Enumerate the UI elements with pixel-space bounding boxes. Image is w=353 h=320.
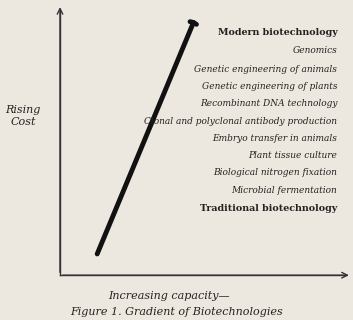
Text: Genetic engineering of plants: Genetic engineering of plants <box>202 82 337 91</box>
Text: Microbial fermentation: Microbial fermentation <box>232 186 337 195</box>
Text: Genetic engineering of animals: Genetic engineering of animals <box>195 65 337 74</box>
Text: Figure 1. Gradient of Biotechnologies: Figure 1. Gradient of Biotechnologies <box>70 307 283 317</box>
Text: Plant tissue culture: Plant tissue culture <box>249 151 337 160</box>
Text: Embryo transfer in animals: Embryo transfer in animals <box>213 134 337 143</box>
Text: Modern biotechnology: Modern biotechnology <box>217 28 337 37</box>
Text: Rising
Cost: Rising Cost <box>5 105 41 127</box>
Text: Genomics: Genomics <box>293 46 337 55</box>
Text: Increasing capacity—: Increasing capacity— <box>108 291 229 301</box>
Text: Biological nitrogen fixation: Biological nitrogen fixation <box>214 168 337 178</box>
Text: Traditional biotechnology: Traditional biotechnology <box>200 204 337 213</box>
Text: Recombinant DNA technology: Recombinant DNA technology <box>200 100 337 108</box>
Text: Clonal and polyclonal antibody production: Clonal and polyclonal antibody productio… <box>144 117 337 126</box>
